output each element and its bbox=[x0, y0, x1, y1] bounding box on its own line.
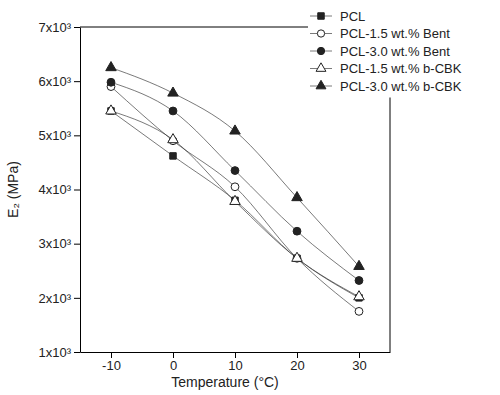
data-point bbox=[293, 227, 301, 235]
y-tick: 6x10³ bbox=[38, 74, 80, 89]
y-tick: 1x10³ bbox=[38, 345, 80, 360]
x-axis-title: Temperature (°C) bbox=[171, 374, 279, 390]
y-tick-mark bbox=[74, 81, 80, 82]
y-tick-label: 4x10³ bbox=[38, 182, 71, 197]
y-tick-mark bbox=[74, 298, 80, 299]
y-tick: 3x10³ bbox=[38, 236, 80, 251]
legend-background bbox=[308, 4, 496, 98]
x-tick-mark bbox=[297, 352, 298, 358]
x-tick: -10 bbox=[102, 352, 121, 373]
data-point bbox=[292, 252, 303, 261]
chart: -10 0 10 20 30 1x10³ 2x10³ 3x10³ 4x10³ 5x10³ 6x10³… bbox=[0, 0, 500, 395]
y-tick: 5x10³ bbox=[38, 128, 80, 143]
y-axis-line bbox=[80, 28, 81, 353]
data-point bbox=[170, 153, 176, 159]
y-tick-label: 7x10³ bbox=[38, 20, 71, 35]
y-axis-title: E₂ (MPa) bbox=[5, 161, 21, 218]
legend-marker bbox=[316, 80, 326, 89]
y-tick-mark bbox=[74, 190, 80, 191]
y-tick-mark bbox=[74, 352, 80, 353]
y-tick-label: 2x10³ bbox=[38, 290, 71, 305]
y-tick-label: 1x10³ bbox=[38, 345, 71, 360]
y-tick-mark bbox=[74, 135, 80, 136]
data-area bbox=[106, 62, 365, 316]
series-line bbox=[111, 111, 359, 297]
y-tick-label: 5x10³ bbox=[38, 128, 71, 143]
series-line bbox=[111, 82, 359, 280]
data-point bbox=[292, 192, 303, 201]
data-point bbox=[169, 107, 177, 115]
x-tick-mark bbox=[173, 352, 174, 358]
data-point bbox=[354, 260, 365, 269]
data-point bbox=[354, 291, 365, 300]
x-tick: 30 bbox=[352, 352, 366, 373]
legend: PCL PCL-1.5 wt.% Bent PCL-3.0 wt.% Bent PCL… bbox=[308, 4, 496, 98]
data-point bbox=[231, 183, 239, 191]
x-tick: 20 bbox=[290, 352, 304, 373]
legend-marker bbox=[317, 47, 324, 54]
x-tick: 0 bbox=[170, 352, 177, 373]
legend-label: PCL-3.0 wt.% Bent bbox=[340, 44, 450, 59]
x-tick-label: 30 bbox=[352, 358, 366, 373]
x-tick-label: 0 bbox=[170, 358, 177, 373]
x-tick-mark bbox=[111, 352, 112, 358]
series-line bbox=[111, 111, 359, 298]
legend-label: PCL bbox=[340, 9, 365, 24]
x-axis: -10 0 10 20 30 bbox=[81, 352, 391, 373]
x-tick-mark bbox=[235, 352, 236, 358]
data-point bbox=[355, 307, 363, 315]
legend-marker bbox=[318, 13, 324, 19]
legend-marker bbox=[316, 63, 326, 72]
y-tick-mark bbox=[74, 244, 80, 245]
x-tick: 10 bbox=[228, 352, 242, 373]
legend-label: PCL-3.0 wt.% b-CBK bbox=[340, 79, 462, 94]
y-tick-label: 6x10³ bbox=[38, 74, 71, 89]
x-tick-mark bbox=[359, 352, 360, 358]
data-point bbox=[230, 125, 241, 134]
series-line bbox=[111, 87, 359, 312]
legend-label: PCL-1.5 wt.% b-CBK bbox=[340, 61, 462, 76]
legend-marker bbox=[317, 30, 324, 37]
data-point bbox=[107, 78, 115, 86]
y-tick: 7x10³ bbox=[38, 20, 80, 35]
data-point bbox=[106, 62, 117, 71]
y-tick-label: 3x10³ bbox=[38, 236, 71, 251]
data-point bbox=[230, 195, 241, 204]
x-tick-label: 10 bbox=[228, 358, 242, 373]
data-point bbox=[355, 277, 363, 285]
data-point bbox=[168, 87, 179, 96]
y-axis: 1x10³ 2x10³ 3x10³ 4x10³ 5x10³ 6x10³ 7x10³ bbox=[38, 20, 80, 360]
y-tick-mark bbox=[74, 27, 80, 28]
x-tick-label: 20 bbox=[290, 358, 304, 373]
data-point bbox=[231, 167, 239, 175]
data-point bbox=[106, 105, 117, 114]
legend-label: PCL-1.5 wt.% Bent bbox=[340, 26, 450, 41]
data-point bbox=[168, 134, 179, 143]
x-tick-label: -10 bbox=[102, 358, 121, 373]
y-tick: 2x10³ bbox=[38, 290, 80, 305]
y-tick: 4x10³ bbox=[38, 182, 80, 197]
